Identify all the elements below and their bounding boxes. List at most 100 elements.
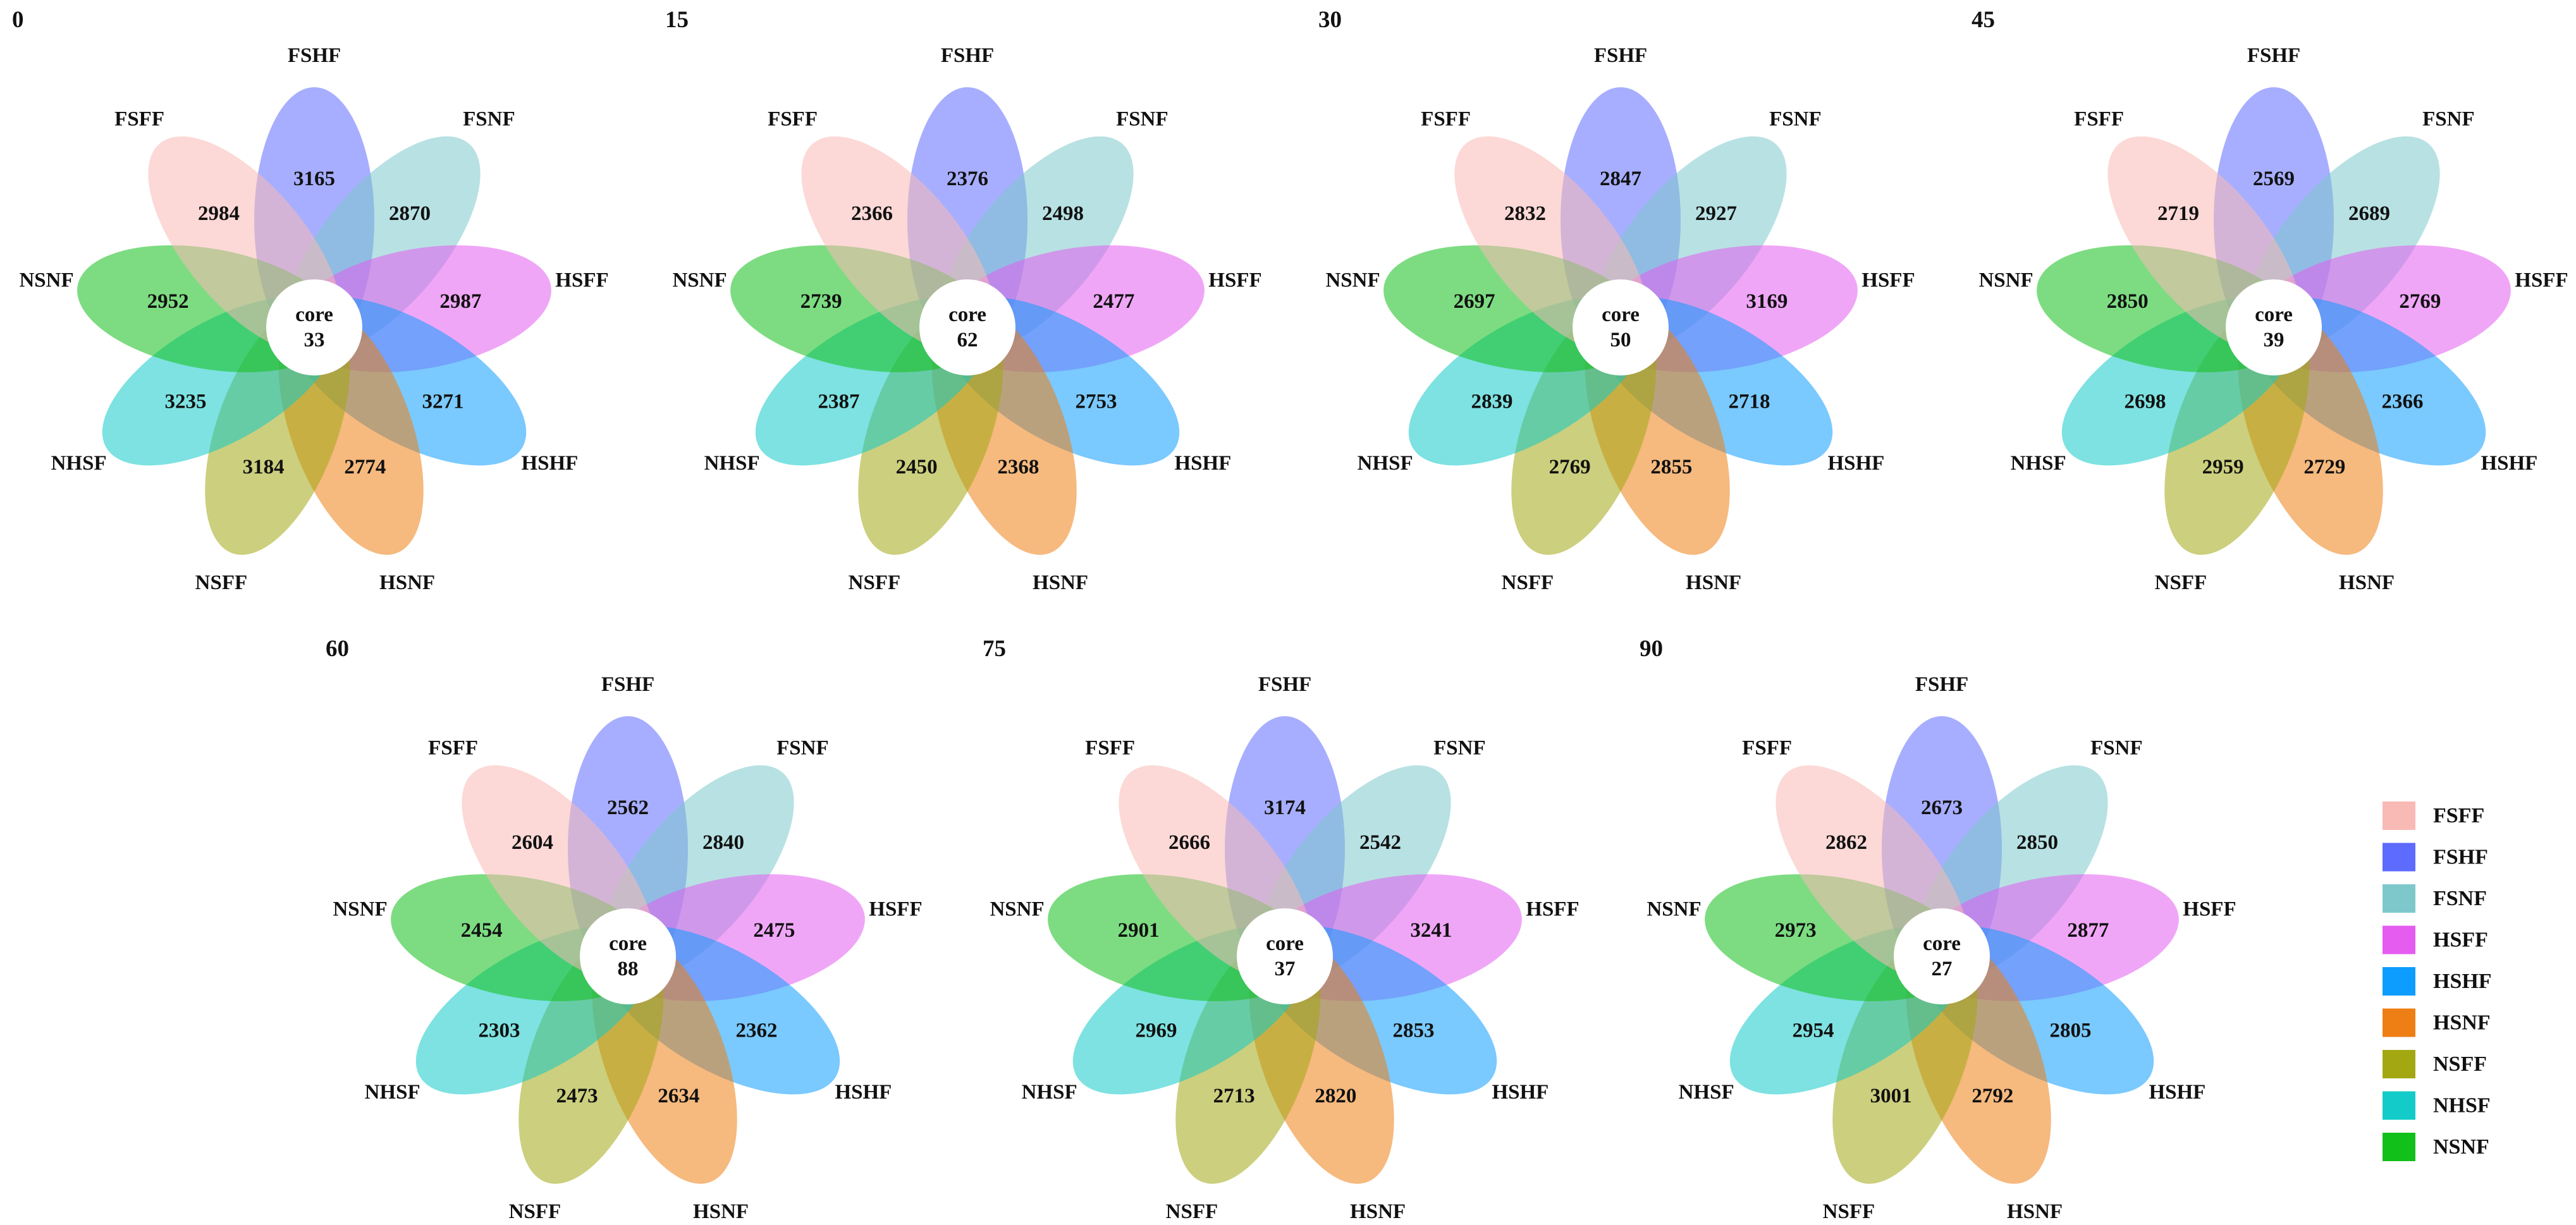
panel-title: 60 <box>326 636 349 662</box>
petal-value-hsff: 2475 <box>753 919 795 942</box>
legend-swatch-fshf <box>2383 843 2415 872</box>
petal-label-hsff: HSFF <box>555 269 608 291</box>
petal-value-hsff: 2877 <box>2067 919 2109 942</box>
petal-label-nhsf: NHSF <box>1022 1081 1077 1104</box>
petal-value-nsnf: 2952 <box>147 290 189 313</box>
petal-label-hshf: HSHF <box>2481 452 2537 475</box>
petal-value-hshf: 2853 <box>1393 1020 1435 1042</box>
legend-label-fsff: FSFF <box>2433 804 2484 827</box>
petal-value-nhsf: 2387 <box>818 391 859 413</box>
legend-label-nhsf: NHSF <box>2433 1094 2491 1118</box>
petal-label-nsff: NSFF <box>509 1200 561 1223</box>
petal-value-hsff: 2769 <box>2399 290 2441 313</box>
petal-value-fsff: 2862 <box>1825 831 1867 854</box>
petal-label-hsnf: HSNF <box>2007 1200 2063 1223</box>
petal-value-nsnf: 2454 <box>461 919 503 942</box>
petal-value-nhsf: 2954 <box>1792 1020 1834 1042</box>
legend-swatch-hsff <box>2383 925 2415 954</box>
petal-label-nsnf: NSNF <box>672 269 727 291</box>
petal-label-hsff: HSFF <box>1208 269 1261 291</box>
core-value: 88 <box>618 958 639 980</box>
petal-label-hsnf: HSNF <box>2339 571 2395 594</box>
petal-label-nhsf: NHSF <box>1679 1081 1734 1104</box>
core-value: 37 <box>1275 958 1296 980</box>
petal-label-fsnf: FSNF <box>776 737 829 760</box>
petal-value-hsff: 3169 <box>1746 290 1788 313</box>
petal-label-nsnf: NSNF <box>19 269 73 291</box>
petal-label-nhsf: NHSF <box>51 452 107 475</box>
petal-label-fsnf: FSNF <box>2090 737 2143 760</box>
petal-label-nhsf: NHSF <box>2011 452 2066 475</box>
petal-label-hshf: HSHF <box>835 1081 892 1104</box>
petal-label-hsff: HSFF <box>2183 898 2236 920</box>
legend-label-nsff: NSFF <box>2433 1052 2487 1076</box>
petal-value-fsnf: 2542 <box>1359 831 1401 854</box>
legend-swatch-fsnf <box>2383 884 2415 913</box>
petal-value-nsff: 2713 <box>1213 1085 1255 1107</box>
petal-label-hshf: HSHF <box>1174 452 1231 475</box>
panel-title: 45 <box>1972 7 1995 33</box>
petal-value-hshf: 2753 <box>1076 391 1117 413</box>
petal-value-nsff: 2959 <box>2202 456 2244 478</box>
core-label: core <box>295 303 333 326</box>
core-value: 62 <box>957 329 978 351</box>
petal-label-nsnf: NSNF <box>1325 269 1380 291</box>
core-label: core <box>1923 932 1961 955</box>
petal-value-fsnf: 2870 <box>389 202 431 225</box>
petal-value-fsff: 2832 <box>1504 202 1546 225</box>
legend-label-nsnf: NSNF <box>2433 1135 2489 1159</box>
petal-value-nhsf: 2839 <box>1471 391 1512 413</box>
petal-value-fshf: 2847 <box>1600 168 1641 190</box>
core-circle <box>1894 908 1990 1004</box>
petal-label-nsff: NSFF <box>1502 571 1554 594</box>
flower-45: 45 2569 FSHF 2689 FSNF 2769 HSFF 2366 HSHF 2729 HS… <box>1972 7 2568 594</box>
petal-label-fshf: FSHF <box>601 673 654 696</box>
petal-label-hsff: HSFF <box>1526 898 1579 920</box>
petal-label-nsff: NSFF <box>1166 1200 1218 1223</box>
core-value: 39 <box>2264 329 2285 351</box>
petal-label-fsnf: FSNF <box>1433 737 1486 760</box>
flower-0: 0 3165 FSHF 2870 FSNF 2987 HSFF 3271 HSHF 2774 HSN… <box>12 7 609 594</box>
petal-value-fsff: 2604 <box>512 831 553 854</box>
petal-value-fshf: 2562 <box>607 796 649 819</box>
petal-value-hsnf: 2792 <box>1972 1085 2013 1107</box>
petal-value-fshf: 3174 <box>1264 796 1306 819</box>
petal-value-fsnf: 2689 <box>2348 202 2390 225</box>
petal-label-nhsf: NHSF <box>365 1081 420 1104</box>
petal-label-hsnf: HSNF <box>379 571 435 594</box>
petal-value-hsnf: 2774 <box>344 456 386 478</box>
panel-title: 75 <box>983 636 1006 662</box>
core-circle <box>1573 279 1669 375</box>
petal-label-nsnf: NSNF <box>1647 898 1701 920</box>
petal-value-nhsf: 2303 <box>478 1020 520 1042</box>
core-label: core <box>948 303 986 326</box>
petal-label-fshf: FSHF <box>1258 673 1311 696</box>
legend-label-hsff: HSFF <box>2433 929 2488 952</box>
petal-label-hsff: HSFF <box>1861 269 1915 291</box>
petal-label-fsff: FSFF <box>114 108 164 131</box>
petal-label-hsnf: HSNF <box>1350 1200 1406 1223</box>
petal-label-fsnf: FSNF <box>463 108 515 131</box>
petal-label-fsff: FSFF <box>428 737 478 760</box>
petal-value-fsnf: 2927 <box>1695 202 1737 225</box>
petal-value-nsnf: 2901 <box>1118 919 1160 942</box>
petal-label-nsnf: NSNF <box>333 898 387 920</box>
petal-value-hshf: 3271 <box>422 391 464 413</box>
petal-value-hsff: 2987 <box>439 290 481 313</box>
core-circle <box>1237 908 1333 1004</box>
petal-label-hshf: HSHF <box>2149 1081 2205 1104</box>
petal-value-nhsf: 2969 <box>1135 1020 1177 1042</box>
panel-title: 0 <box>12 7 24 33</box>
petal-value-hshf: 2362 <box>736 1020 778 1042</box>
petal-value-nsff: 3184 <box>243 456 285 478</box>
petal-value-nhsf: 2698 <box>2124 391 2166 413</box>
legend-swatch-nsff <box>2383 1050 2415 1078</box>
petal-label-fshf: FSHF <box>941 44 994 67</box>
legend-label-fshf: FSHF <box>2433 846 2488 869</box>
petal-label-nsff: NSFF <box>2155 571 2207 594</box>
flower-60: 60 2562 FSHF 2840 FSNF 2475 HSFF 2362 HSHF 2634 HS… <box>326 636 923 1223</box>
petal-label-fshf: FSHF <box>1915 673 1968 696</box>
core-label: core <box>609 932 647 955</box>
legend-swatch-hshf <box>2383 967 2415 996</box>
